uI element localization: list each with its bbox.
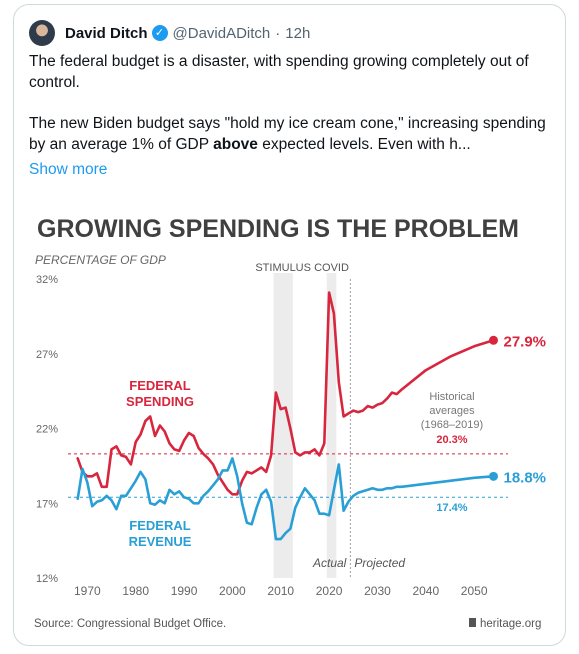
show-more-link[interactable]: Show more xyxy=(29,161,108,178)
x-tick-label: 2040 xyxy=(412,584,439,598)
tweet-bold-word: above xyxy=(213,136,258,153)
x-tick-label: 2000 xyxy=(219,584,246,598)
spending-line-end-point xyxy=(488,335,498,345)
revenue-average-label: 17.4% xyxy=(436,502,467,514)
revenue-series-label-2: REVENUE xyxy=(129,534,192,549)
tweet-paragraph-2-end: expected levels. Even with h... xyxy=(257,136,471,153)
tweet-paragraph-2: The new Biden budget says "hold my ice c… xyxy=(29,113,559,155)
spending-end-label: 27.9% xyxy=(503,333,546,350)
tweet-paragraph-1: The federal budget is a disaster, with s… xyxy=(29,53,529,91)
revenue-line xyxy=(76,457,495,541)
spending-series-label-2: SPENDING xyxy=(126,394,194,409)
tweet-paragraph-2-start: The new Biden budget says "hold my ice c… xyxy=(29,115,546,153)
author-name[interactable]: David Ditch xyxy=(65,24,148,42)
covid-shade xyxy=(326,273,337,578)
heritage-logo-icon xyxy=(469,618,476,627)
chart-brand: heritage.org xyxy=(480,618,541,630)
projected-label: Projected xyxy=(354,556,405,570)
verified-badge-icon: ✓ xyxy=(151,25,168,41)
hist-avg-note-1: Historical xyxy=(429,391,474,403)
author-handle[interactable]: @DavidADitch xyxy=(172,24,271,42)
x-tick-label: 2030 xyxy=(364,584,391,598)
x-tick-label: 1990 xyxy=(171,584,198,598)
revenue-end-label: 18.8% xyxy=(503,469,546,486)
tweet-card[interactable]: David Ditch ✓ @DavidADitch · 12h The fed… xyxy=(13,4,566,646)
tweet-text: The federal budget is a disaster, with s… xyxy=(29,51,559,155)
x-tick-label: 1970 xyxy=(74,584,101,598)
avatar[interactable] xyxy=(29,20,55,46)
y-axis-label: PERCENTAGE OF GDP xyxy=(35,253,166,267)
y-tick-label: 12% xyxy=(36,573,58,585)
covid-label: COVID xyxy=(314,262,349,274)
y-tick-label: 32% xyxy=(36,274,58,286)
y-tick-label: 17% xyxy=(36,498,58,510)
hist-avg-note-2: averages xyxy=(429,405,475,417)
y-tick-label: 27% xyxy=(36,349,58,361)
actual-label: Actual xyxy=(312,556,347,570)
hist-avg-note-3: (1968–2019) xyxy=(421,419,483,431)
revenue-series-label-1: FEDERAL xyxy=(129,518,190,533)
separator-dot: · xyxy=(275,24,281,42)
y-tick-label: 22% xyxy=(36,424,58,436)
chart-source: Source: Congressional Budget Office. xyxy=(34,618,226,630)
timestamp[interactable]: 12h xyxy=(285,24,311,42)
x-tick-label: 2010 xyxy=(267,584,294,598)
chart-image[interactable]: GROWING SPENDING IS THE PROBLEM PERCENTAG… xyxy=(17,197,562,637)
x-tick-label: 2020 xyxy=(316,584,343,598)
stimulus-shade xyxy=(273,273,293,578)
stimulus-label: STIMULUS xyxy=(255,262,311,274)
spending-line xyxy=(76,291,495,496)
tweet-header: David Ditch ✓ @DavidADitch · 12h xyxy=(29,19,310,47)
x-tick-label: 2050 xyxy=(461,584,488,598)
spending-average-label: 20.3% xyxy=(436,434,467,446)
chart-title: GROWING SPENDING IS THE PROBLEM xyxy=(37,215,519,243)
revenue-line-end-point xyxy=(488,471,498,481)
spending-series-label-1: FEDERAL xyxy=(129,378,190,393)
x-tick-label: 1980 xyxy=(122,584,149,598)
